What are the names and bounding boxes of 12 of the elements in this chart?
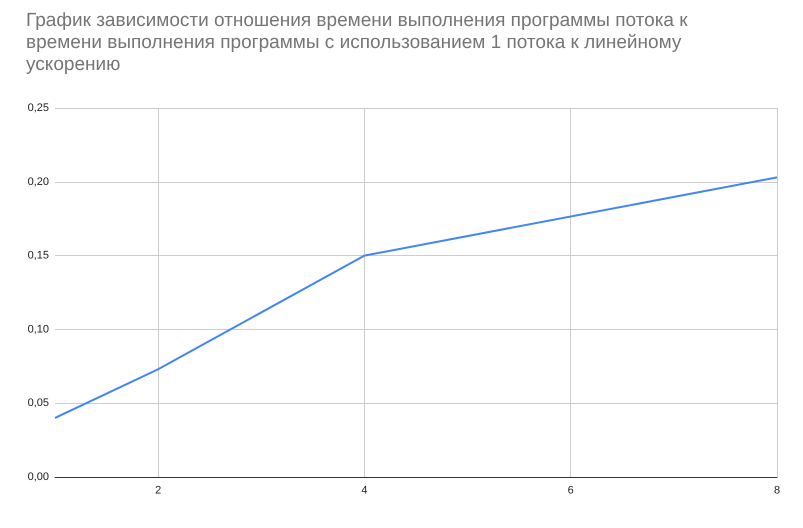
- y-tick-label: 0,25: [28, 102, 49, 114]
- x-tick-label: 2: [155, 484, 162, 496]
- chart-title: График зависимости отношения времени выполнения программы потока к времени выполнения программы с использованием 1 потока к линейному ускорению: [26, 10, 689, 76]
- x-tick-label: 8: [774, 484, 780, 496]
- x-tick-label: 6: [568, 484, 574, 496]
- y-tick-label: 0,10: [28, 323, 49, 336]
- y-tick-label: 0,00: [28, 471, 49, 483]
- y-tick-label: 0,05: [28, 397, 49, 410]
- y-tick-label: 0,20: [28, 176, 49, 188]
- x-tick-label: 4: [361, 484, 368, 496]
- y-tick-label: 0,15: [28, 250, 49, 262]
- line-series: [54, 176, 778, 419]
